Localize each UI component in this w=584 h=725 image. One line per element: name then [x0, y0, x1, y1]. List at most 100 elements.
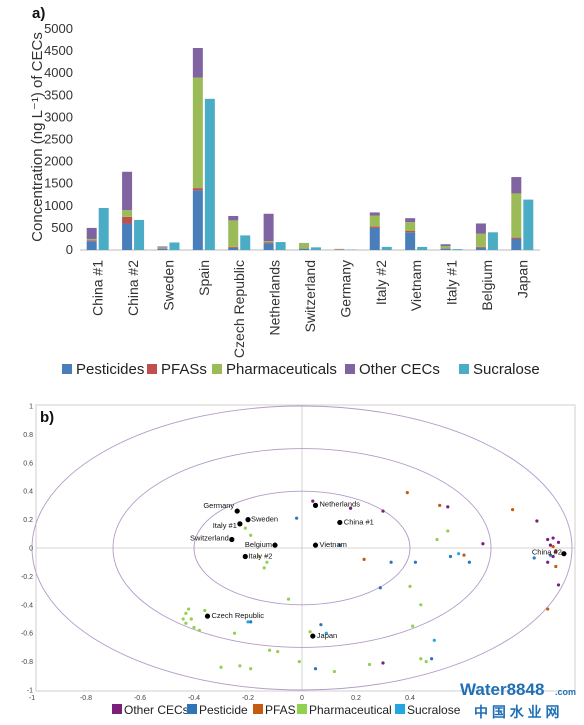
legend-b-label-pesticide: Pesticide — [199, 703, 248, 717]
variable-point-pharmaceutical-19 — [286, 597, 291, 601]
bar-pesticides-czech-republic — [228, 247, 239, 250]
sample-label-italy-1: Italy #1 — [213, 521, 237, 530]
bar-other-cecs-sweden — [157, 246, 168, 248]
y-tick-b-0-4: 0.4 — [23, 489, 33, 496]
y-tick-3000: 3000 — [44, 109, 73, 124]
legend-label-pfass: PFASs — [161, 361, 207, 378]
variable-point-sucralose-1 — [432, 638, 436, 642]
variable-point-pesticide-7 — [532, 556, 536, 560]
category-label-switzerland: Switzerland — [302, 260, 318, 332]
y-tick-b-0-4: -0.4 — [21, 602, 33, 609]
variable-point-pharmaceutical-29 — [419, 657, 423, 661]
circle-r-0-7 — [112, 448, 492, 648]
sample-label-czech-republic: Czech Republic — [212, 611, 265, 620]
bar-sucralose-italy-1 — [452, 249, 463, 250]
sample-point-china-2 — [561, 551, 567, 557]
variable-point-other-cecs-0 — [311, 499, 315, 503]
watermark-suffix: .com — [555, 687, 576, 697]
sample-points: Germany Italy #1 Sweden Netherlands China #1… — [190, 499, 567, 640]
sample-label-sweden: Sweden — [251, 515, 278, 524]
y-tick-5000: 5000 — [44, 21, 73, 36]
legend-swatch-pfass — [147, 364, 157, 374]
bar-pharmaceuticals-italy-2 — [369, 215, 380, 227]
variable-point-pharmaceutical-21 — [268, 648, 272, 652]
sample-point-czech-republic — [204, 613, 211, 619]
variable-point-other-cecs-2 — [381, 509, 385, 513]
bar-sucralose-netherlands — [275, 242, 286, 250]
variable-point-pharmaceutical-11 — [262, 566, 266, 570]
y-tick-1000: 1000 — [44, 198, 73, 213]
category-label-belgium: Belgium — [479, 260, 495, 311]
category-label-china-1: China #1 — [90, 260, 106, 316]
variable-point-pesticide-5 — [448, 554, 453, 559]
bar-other-cecs-netherlands — [263, 213, 274, 242]
variable-point-pfas-1 — [438, 503, 442, 507]
legend-b-swatch-pharmaceutical — [297, 704, 307, 714]
bar-sucralose-sweden — [169, 242, 180, 250]
bar-pesticides-japan — [511, 238, 522, 250]
variable-point-pesticide-10 — [313, 667, 318, 671]
sample-label-netherlands: Netherlands — [320, 499, 361, 508]
y-tick-2500: 2500 — [44, 132, 73, 147]
variable-point-pfas-8 — [546, 607, 550, 611]
bar-pesticides-italy-1 — [440, 248, 451, 250]
biplot-legend: Other CECs Pesticide PFAS Pharmaceutical Suc… — [112, 703, 461, 717]
variable-point-pharmaceutical-1 — [184, 611, 188, 615]
variable-point-pharmaceutical-16 — [408, 584, 412, 588]
biplot-tick-labels: -1 -0.8 -0.6 -0.4 -0.2 0 0.2 0.4 0.6 0.8 1 -1 -0.8 -0… — [21, 404, 415, 703]
sample-label-italy-2: Italy #2 — [248, 552, 272, 561]
y-tick-500: 500 — [51, 220, 73, 235]
bar-pfass-belgium — [475, 246, 486, 248]
legend-b-swatch-sucralose — [395, 704, 405, 714]
variable-point-other-cecs-4 — [481, 542, 485, 546]
variable-point-pharmaceutical-27 — [219, 665, 223, 669]
variable-point-sucralose-2 — [324, 631, 328, 635]
variable-point-pharmaceutical-12 — [243, 526, 247, 530]
bar-pfass-italy-2 — [369, 226, 380, 228]
variable-point-other-cecs-6 — [546, 537, 550, 542]
variable-point-other-cecs-9 — [546, 560, 550, 564]
legend-b-swatch-other-cecs — [112, 704, 122, 714]
bar-sucralose-china-2 — [134, 219, 145, 250]
category-label-germany: Germany — [337, 260, 353, 318]
variable-point-pharmaceutical-13 — [249, 533, 253, 537]
variable-point-pharmaceutical-10 — [265, 560, 269, 564]
bar-pesticides-sweden — [157, 248, 168, 250]
sample-point-china-1 — [337, 519, 343, 526]
variable-point-other-cecs-5 — [535, 519, 539, 523]
category-label-china-2: China #2 — [125, 260, 141, 316]
x-tick-b-1: -1 — [29, 695, 35, 702]
variable-point-pharmaceutical-8 — [232, 631, 237, 635]
bar-sucralose-belgium — [487, 232, 498, 250]
sample-point-belgium — [272, 542, 278, 548]
variable-point-pesticide-11 — [249, 620, 253, 624]
sample-point-japan — [310, 633, 316, 639]
x-tick-b-0-4: 0.4 — [405, 695, 415, 702]
variable-points — [181, 491, 561, 674]
x-tick-b-0-4: -0.4 — [188, 695, 200, 702]
variable-point-other-cecs-12 — [556, 540, 561, 544]
x-tick-b-0: 0 — [300, 695, 304, 702]
y-tick-0: 0 — [66, 242, 73, 257]
category-label-italy-2: Italy #2 — [373, 260, 389, 305]
bar-pesticides-china-2 — [122, 223, 133, 250]
bar-pharmaceuticals-china-2 — [122, 210, 133, 217]
x-tick-b-0-2: -0.2 — [242, 695, 254, 702]
variable-point-pharmaceutical-15 — [435, 537, 439, 542]
variable-point-other-cecs-8 — [551, 536, 555, 540]
bar-pesticides-spain — [192, 190, 203, 250]
bar-pfass-czech-republic — [228, 246, 239, 248]
bar-sucralose-china-1 — [98, 208, 109, 250]
bar-other-cecs-spain — [192, 48, 203, 78]
bar-group — [86, 48, 534, 250]
bar-other-cecs-china-2 — [122, 171, 133, 211]
variable-point-pesticide-3 — [389, 560, 393, 564]
circle-r-1 — [31, 405, 573, 691]
variable-point-pharmaceutical-24 — [332, 669, 336, 674]
y-tick-4500: 4500 — [44, 43, 73, 58]
bar-pfass-netherlands — [263, 242, 274, 244]
y-tick-b-1: -1 — [27, 688, 33, 695]
category-label-czech-republic: Czech Republic — [231, 260, 247, 358]
variable-point-pesticide-4 — [413, 560, 417, 564]
bar-sucralose-japan — [523, 199, 534, 250]
